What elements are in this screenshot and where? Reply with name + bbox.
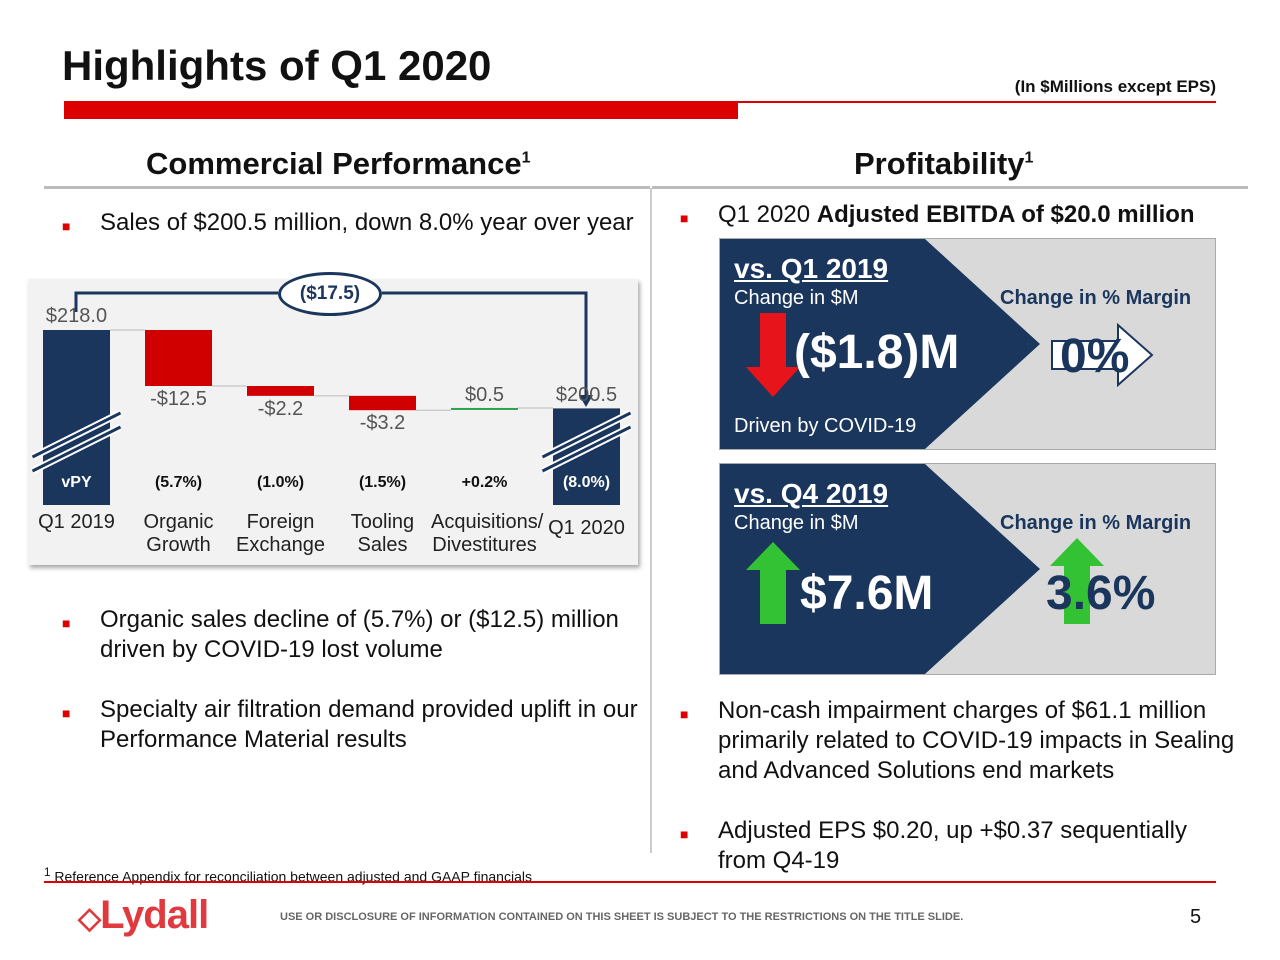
arrow-down-icon (746, 313, 800, 397)
arrow-up-icon (746, 542, 800, 624)
value-label: -$12.5 (150, 388, 207, 410)
profitability-heading: Profitability1 (854, 146, 1033, 182)
bullet: ■ Specialty air filtration demand provide… (62, 696, 638, 753)
disclaimer: USE OR DISCLOSURE OF INFORMATION CONTAIN… (280, 911, 964, 923)
commercial-heading: Commercial Performance1 (146, 146, 531, 182)
bullet: ■ Organic sales decline of (5.7%) or ($12… (62, 606, 619, 663)
bullet-text: Sales of $200.5 million, down 8.0% year … (100, 209, 634, 236)
waterfall-bar (349, 395, 416, 411)
axis-break-mark (541, 411, 632, 459)
footnote-mark: 1 (44, 866, 51, 879)
value-label: -$3.2 (359, 412, 406, 435)
category-label: Tooling Sales (350, 511, 415, 556)
lydall-logo: ◇Lydall (78, 893, 209, 938)
heading-text: Commercial Performance (146, 146, 522, 181)
bullet-text: Specialty air filtration demand provided… (100, 696, 638, 753)
bullet-text: Q1 2020 (718, 201, 817, 228)
value-label: $200.5 (555, 384, 618, 407)
page-number: 5 (1190, 906, 1202, 928)
category-label: Acquisitions/ Divestitures (431, 511, 544, 556)
change-value: ($1.8)M (794, 326, 960, 379)
page-title: Highlights of Q1 2020 (62, 42, 492, 89)
heading-text: Profitability (854, 146, 1025, 181)
margin-label: Change in % Margin (1000, 512, 1192, 534)
value-label: -$2.2 (257, 397, 304, 420)
footer-divider (44, 881, 1216, 883)
category-label: Organic Growth (143, 511, 214, 556)
axis-break-mark (541, 425, 632, 473)
bullet-text: Organic sales decline of (5.7%) or ($12.… (100, 606, 619, 663)
arrow-up-icon (1050, 538, 1104, 624)
pct-label: vPY (61, 474, 92, 491)
margin-value: 3.6% (1046, 567, 1156, 620)
bullet-bold-text: Adjusted EBITDA of $20.0 million (816, 201, 1195, 228)
pct-label: +0.2% (461, 474, 508, 491)
axis-break-mark (31, 425, 122, 473)
category-label: Foreign Exchange (236, 511, 325, 556)
category-label: Q1 2019 (38, 511, 115, 533)
accent-bar (64, 103, 738, 119)
waterfall-bar (451, 407, 518, 410)
divider (652, 186, 1248, 189)
total-change-bubble: ($17.5) (278, 272, 382, 316)
margin-label: Change in % Margin (1000, 287, 1192, 309)
pct-label: (5.7%) (154, 474, 203, 491)
bullet: ■ Adjusted EPS $0.20, up +$0.37 sequentia… (680, 817, 1188, 874)
divider (44, 186, 650, 189)
panel-subtitle: Change in $M (734, 287, 859, 309)
value-label: $218.0 (45, 305, 108, 327)
bullet-text: Non-cash impairment charges of $61.1 mil… (718, 697, 1235, 784)
footnote-ref: 1 (521, 149, 531, 167)
waterfall-chart: $218.0 vPY Q1 2019 -$12.5 (5.7%) Organic Grow… (28, 272, 638, 565)
change-value: $7.6M (800, 567, 934, 620)
footnote-text: Reference Appendix for reconciliation be… (54, 868, 532, 885)
bullet: ■ Sales of $200.5 million, down 8.0% year… (62, 209, 634, 236)
footnote: 1 Reference Appendix for reconciliation … (44, 866, 532, 885)
waterfall-svg (30, 291, 633, 505)
pct-label: (1.0%) (256, 474, 305, 491)
bullet: ■ Non-cash impairment charges of $61.1 mi… (680, 697, 1235, 784)
panel-title: vs. Q1 2019 (734, 253, 889, 284)
bracket-line (382, 291, 588, 397)
waterfall-bar (43, 330, 110, 505)
value-label: $0.5 (465, 383, 504, 406)
category-label: Q1 2020 (548, 517, 625, 539)
bullet: ■ Q1 2020 Adjusted EBITDA of $20.0 millio… (680, 201, 1195, 228)
logo-text: Lydall (100, 893, 209, 937)
bracket-line (74, 291, 278, 312)
panel-vs-q4-2019: vs. Q4 2019 Change in $M Change in % Mar… (719, 463, 1216, 675)
column-divider (650, 188, 652, 853)
panel-subtitle: Change in $M (734, 512, 859, 534)
arrow-right-icon (1051, 323, 1154, 387)
logo-mark-icon: ◇ (78, 902, 101, 935)
footnote-ref: 1 (1024, 149, 1034, 167)
pct-label: (8.0%) (562, 474, 611, 491)
margin-value: 0% (1060, 330, 1130, 383)
axis-break-mark (31, 411, 122, 459)
bullet-text: Adjusted EPS $0.20, up +$0.37 sequential… (718, 817, 1188, 874)
panel-note: Driven by COVID-19 (734, 415, 917, 437)
waterfall-bar (247, 386, 314, 396)
units-note: (In $Millions except EPS) (1014, 77, 1216, 96)
divider (64, 101, 1216, 103)
panel-vs-q1-2019: vs. Q1 2019 Change in $M Change in % Mar… (719, 238, 1216, 450)
pct-label: (1.5%) (358, 474, 407, 491)
bracket-arrowhead (579, 395, 593, 407)
waterfall-bar (145, 330, 212, 386)
panel-title: vs. Q4 2019 (734, 478, 889, 509)
